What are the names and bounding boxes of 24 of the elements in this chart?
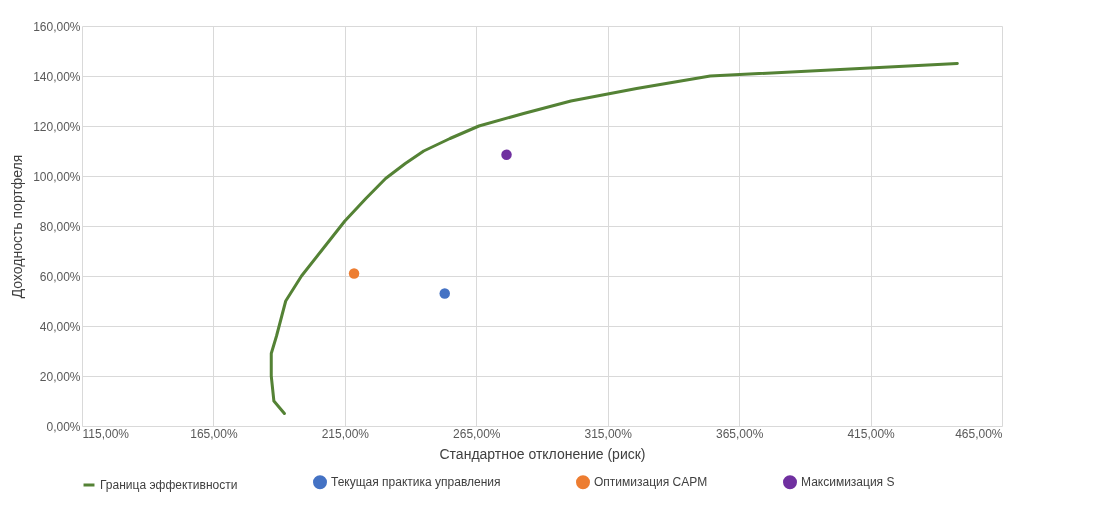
x-tick-label: 365,00% bbox=[715, 426, 764, 441]
legend-label: Текущая практика управления bbox=[331, 475, 501, 490]
y-tick-label: 100,00% bbox=[33, 169, 81, 184]
y-tick-label: 80,00% bbox=[39, 219, 81, 234]
line-series bbox=[269, 62, 959, 415]
y-tick-label: 120,00% bbox=[33, 119, 81, 134]
y-tick-label: 0,00% bbox=[46, 419, 81, 434]
x-tick-label: 315,00% bbox=[584, 426, 633, 441]
legend-label: Граница эффективности bbox=[100, 478, 238, 492]
x-tick-label: 165,00% bbox=[190, 426, 238, 441]
y-tick-label: 140,00% bbox=[33, 69, 81, 84]
x-tick-label: 265,00% bbox=[453, 426, 501, 441]
x-tick-label: 215,00% bbox=[321, 426, 370, 441]
y-tick-label: 60,00% bbox=[39, 269, 81, 284]
y-tick-label: 160,00% bbox=[33, 19, 81, 34]
x-tick-label: 465,00% bbox=[955, 426, 1003, 441]
legend-label: Оптимизация CAPM bbox=[594, 475, 708, 490]
legend-label: Максимизация S bbox=[801, 475, 895, 490]
x-tick-label: 415,00% bbox=[847, 426, 896, 441]
y-axis-title: Доходность портфеля bbox=[9, 154, 26, 299]
x-tick-label: 115,00% bbox=[82, 426, 130, 441]
y-tick-label: 20,00% bbox=[39, 369, 81, 384]
y-tick-label: 40,00% bbox=[39, 319, 81, 334]
x-axis-title: Стандартное отклонение (риск) bbox=[439, 445, 646, 462]
